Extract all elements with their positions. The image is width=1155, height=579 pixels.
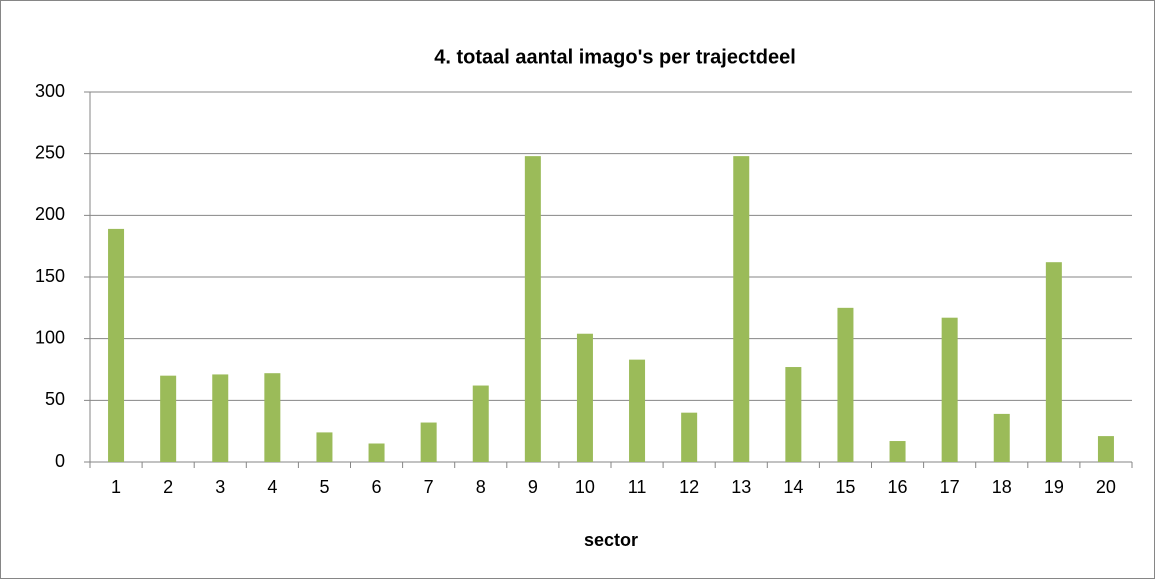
bar [993, 413, 1010, 462]
bar [576, 333, 593, 462]
x-tick-label: 4 [267, 477, 277, 497]
y-tick-label: 100 [35, 327, 65, 347]
bar [1097, 436, 1114, 462]
x-tick-label: 17 [940, 477, 960, 497]
bar [681, 412, 698, 462]
x-tick-label: 20 [1096, 477, 1116, 497]
x-axis-label: sector [584, 530, 638, 550]
y-tick-label: 0 [55, 451, 65, 471]
y-tick-label: 300 [35, 81, 65, 101]
chart-title: 4. totaal aantal imago's per trajectdeel [434, 46, 796, 68]
y-tick-label: 150 [35, 266, 65, 286]
x-tick-label: 7 [424, 477, 434, 497]
x-tick-label: 1 [111, 477, 121, 497]
y-tick-label: 50 [45, 389, 65, 409]
x-tick-label: 9 [528, 477, 538, 497]
x-tick-label: 6 [372, 477, 382, 497]
bar [160, 375, 177, 462]
y-tick-label: 250 [35, 142, 65, 162]
x-tick-label: 16 [888, 477, 908, 497]
x-tick-label: 18 [992, 477, 1012, 497]
x-tick-label: 8 [476, 477, 486, 497]
bar [212, 374, 229, 462]
bar [941, 317, 958, 462]
bar [108, 228, 125, 462]
y-tick-label: 200 [35, 204, 65, 224]
x-tick-label: 3 [215, 477, 225, 497]
x-tick-label: 19 [1044, 477, 1064, 497]
bar [733, 156, 750, 462]
bar [316, 432, 333, 462]
bar [1045, 262, 1062, 462]
x-tick-label: 11 [628, 477, 647, 497]
bar [368, 443, 385, 462]
x-tick-label: 15 [835, 477, 855, 497]
x-tick-label: 12 [679, 477, 699, 497]
bar [837, 307, 854, 462]
bar [629, 359, 646, 462]
bar [889, 441, 906, 462]
x-tick-label: 14 [783, 477, 803, 497]
x-tick-label: 2 [163, 477, 173, 497]
bar [264, 373, 281, 462]
x-tick-label: 13 [731, 477, 751, 497]
bar [785, 367, 802, 462]
x-tick-label: 5 [319, 477, 329, 497]
x-tick-label: 10 [575, 477, 595, 497]
bar [420, 422, 437, 462]
bar [472, 385, 489, 462]
bar [524, 156, 541, 462]
